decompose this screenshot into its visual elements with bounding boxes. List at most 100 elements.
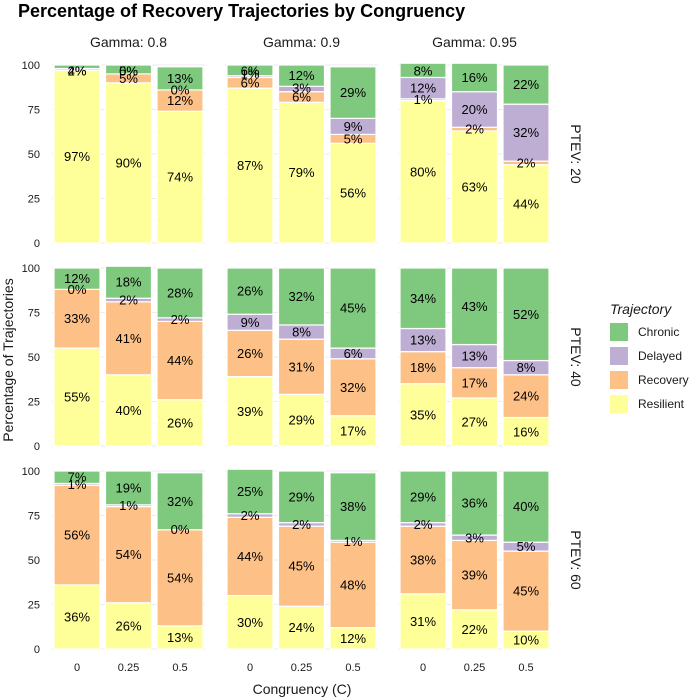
facet-panel: 80% 1%12% 8% 63% 2% 20% 16% 44% 2% 32% 22% xyxy=(398,62,551,244)
bar-data-label: 26% xyxy=(237,346,263,361)
bar-segment-recovery xyxy=(399,525,447,595)
bar-data-label: 79% xyxy=(288,165,314,180)
y-tick-label: 0 xyxy=(34,441,40,453)
bar-data-label: 2% xyxy=(414,517,433,532)
x-tick-label: 0 xyxy=(74,662,80,674)
bar-data-label: 22% xyxy=(513,77,539,92)
bar-segment-recovery xyxy=(226,516,274,597)
facet-panel: 87%6%1%6%79%6%3%12%56%5%9%29% xyxy=(225,64,378,244)
bar-data-label: 39% xyxy=(237,404,263,419)
bar-data-label: 3% xyxy=(292,81,311,96)
bar-segment-chronic xyxy=(277,64,326,87)
bar-data-label: 28% xyxy=(167,285,193,300)
bar-data-label: 16% xyxy=(461,70,487,85)
y-tick-label: 25 xyxy=(28,397,40,409)
y-tick-label: 50 xyxy=(28,149,40,161)
facet-panel: 31% 38% 2% 29% 22% 39% 3% 36% 10% 45% 5% 40% xyxy=(398,470,551,650)
bar-data-label: 38% xyxy=(340,499,366,514)
facet-row-label: PTEV: 60 xyxy=(568,530,584,590)
x-tick-label: 0.5 xyxy=(345,662,360,674)
bar-data-label: 29% xyxy=(410,489,436,504)
bar-data-label: 8% xyxy=(414,64,433,79)
bar-data-label: 0% xyxy=(171,522,190,537)
bar-segment-chronic xyxy=(277,267,326,326)
bar-data-label: 63% xyxy=(461,179,487,194)
bar-data-label: 1% xyxy=(241,66,260,81)
bar-data-label: 41% xyxy=(115,331,141,346)
bar-data-label: 12% xyxy=(288,68,314,83)
facet-row-label: PTEV: 20 xyxy=(568,124,584,184)
legend-label: Chronic xyxy=(638,325,679,339)
bar-data-label: 26% xyxy=(167,415,193,430)
legend-title: Trajectory xyxy=(610,301,672,317)
bar-segment-recovery xyxy=(226,329,274,378)
x-tick-label: 0.25 xyxy=(118,662,139,674)
facet-column-label: Gamma: 0.9 xyxy=(263,34,340,50)
y-tick-label: 50 xyxy=(28,555,40,567)
facet-panels: Gamma: 0.8 Gamma: 0.9 Gamma: 0.95 PTEV: 20 P… xyxy=(22,34,584,674)
bar-data-label: 1% xyxy=(414,92,433,107)
bar-segment-chronic xyxy=(399,267,447,330)
bar-data-label: 20% xyxy=(461,102,487,117)
bar-data-label: 30% xyxy=(237,615,263,630)
bar-segment-recovery xyxy=(277,338,326,395)
bar-segment-recovery xyxy=(156,529,204,627)
bar-segment-resilient xyxy=(277,101,326,244)
bar-segment-chronic xyxy=(226,267,274,315)
bar-data-label: 97% xyxy=(64,149,90,164)
bar-segment-recovery xyxy=(104,506,153,604)
bar-data-label: 6% xyxy=(344,346,363,361)
bar-data-label: 0% xyxy=(68,282,87,297)
bar-data-label: 5% xyxy=(517,539,536,554)
bar-segment-chronic xyxy=(104,265,153,299)
bar-segment-chronic xyxy=(450,62,499,93)
bar-segment-resilient xyxy=(502,416,550,447)
facet-panel: 55% 33% 0%12% 40% 41% 2% 18% 26% 44% 2% 28% xyxy=(52,265,205,447)
x-tick-label: 0.5 xyxy=(172,662,187,674)
bar-data-label: 33% xyxy=(64,311,90,326)
bar-segment-chronic xyxy=(53,267,101,290)
bar-data-label: 26% xyxy=(115,618,141,633)
bar-data-label: 3% xyxy=(465,530,484,545)
bar-data-label: 1% xyxy=(68,477,87,492)
bar-data-label: 5% xyxy=(344,131,363,146)
y-tick-label: 0 xyxy=(34,238,40,250)
bar-segment-chronic xyxy=(399,470,447,524)
bar-data-label: 22% xyxy=(461,622,487,637)
bar-data-label: 17% xyxy=(340,423,366,438)
y-axis-title: Percentage of Trajectories xyxy=(0,278,16,441)
bar-data-label: 27% xyxy=(461,414,487,429)
bar-segment-chronic xyxy=(104,470,153,506)
bar-segment-chronic xyxy=(53,470,101,485)
bar-data-label: 87% xyxy=(237,158,263,173)
x-tick-label: 0 xyxy=(247,662,253,674)
bar-segment-resilient xyxy=(104,82,153,244)
bar-segment-chronic xyxy=(329,472,377,542)
x-tick-label: 0.5 xyxy=(518,662,533,674)
bar-segment-chronic xyxy=(399,62,447,79)
bar-segment-chronic xyxy=(450,267,499,346)
bar-data-label: 1% xyxy=(119,498,138,513)
bar-data-label: 43% xyxy=(461,299,487,314)
bar-data-label: 55% xyxy=(64,390,90,405)
bar-data-label: 32% xyxy=(288,289,314,304)
bar-data-label: 48% xyxy=(340,577,366,592)
bar-segment-chronic xyxy=(502,267,550,362)
bar-data-label: 26% xyxy=(237,284,263,299)
bar-segment-resilient xyxy=(104,602,153,650)
bar-data-label: 32% xyxy=(340,380,366,395)
bar-data-label: 24% xyxy=(513,389,539,404)
bar-data-label: 45% xyxy=(340,301,366,316)
bar-data-label: 13% xyxy=(410,333,436,348)
bar-data-label: 5% xyxy=(119,71,138,86)
facet-panel: 39% 26% 9% 26% 29% 31% 8% 32% 17% 32% 6% 45% xyxy=(225,267,378,447)
x-axis-title: Congruency (C) xyxy=(253,681,352,697)
bar-segment-resilient xyxy=(156,110,204,244)
bar-data-label: 38% xyxy=(410,553,436,568)
bar-data-label: 2% xyxy=(517,155,536,170)
bar-segment-chronic xyxy=(329,66,377,119)
bar-segment-recovery xyxy=(277,525,326,607)
bar-data-label: 25% xyxy=(237,484,263,499)
bar-segment-resilient xyxy=(450,397,499,447)
